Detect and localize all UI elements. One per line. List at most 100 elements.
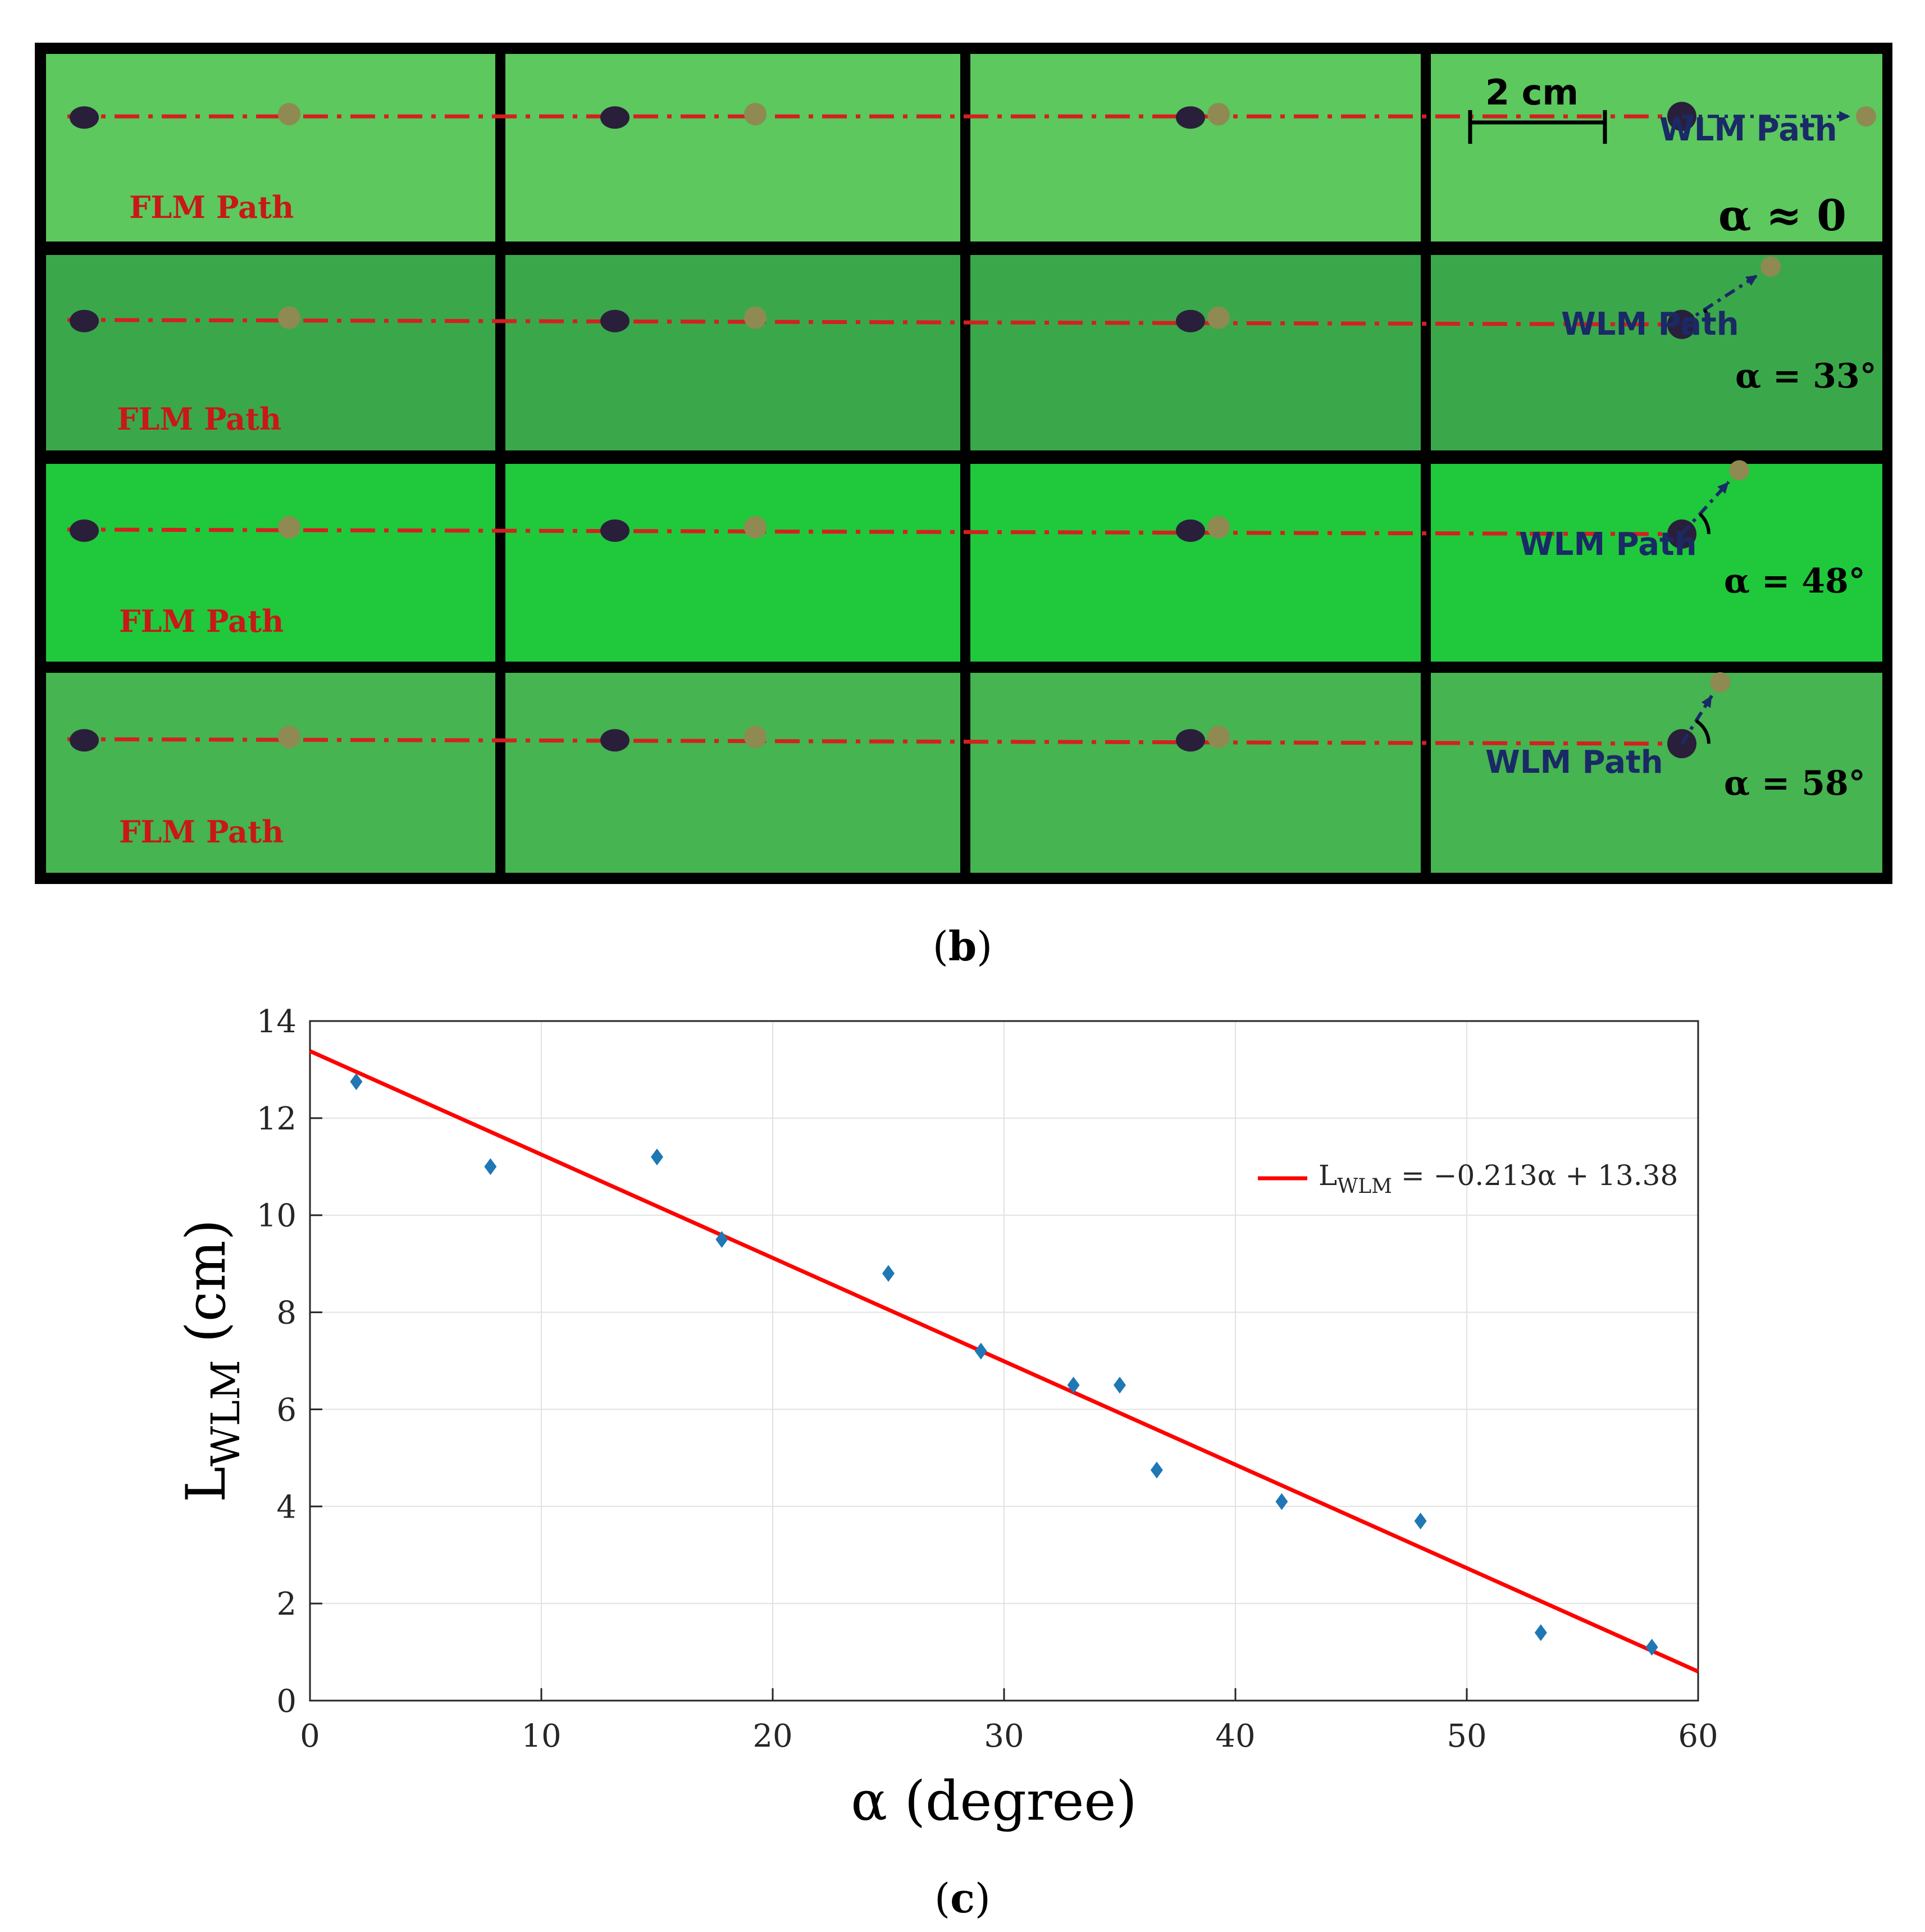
- data-point: [1275, 1493, 1288, 1510]
- marble-final: [1760, 256, 1781, 277]
- y-axis-title: LWLM (cm): [175, 1219, 249, 1502]
- photo-frame-cell: [505, 255, 960, 450]
- wlm-arrowhead: [1717, 482, 1729, 494]
- x-tick-label: 50: [1447, 1718, 1486, 1755]
- photo-frame-cell: [46, 464, 495, 662]
- y-tick-label: 10: [257, 1198, 296, 1234]
- photo-frame-cell: [46, 54, 495, 241]
- marble: [1207, 103, 1230, 126]
- alpha-label: α = 33°: [1735, 357, 1877, 396]
- droplet: [1176, 309, 1205, 332]
- flm-path-line: [67, 737, 1680, 746]
- flm-path-line: [67, 527, 1680, 536]
- data-point: [484, 1158, 497, 1175]
- droplet: [70, 106, 99, 129]
- photo-panel-b: FLM Path WLM Path α ≈ 0 FLM Path WLM Path α =…: [35, 43, 1892, 884]
- photo-frame-cell: [1431, 255, 1882, 450]
- photo-frame-cell: [46, 673, 495, 873]
- flm-path-line: [67, 318, 1680, 327]
- marble: [278, 726, 300, 749]
- y-tick-label: 14: [257, 1004, 296, 1040]
- data-point: [1414, 1512, 1427, 1530]
- marble: [744, 516, 767, 539]
- alpha-label: α ≈ 0: [1718, 190, 1846, 240]
- alpha-label: α = 48°: [1724, 562, 1865, 601]
- marble-final: [1710, 672, 1731, 692]
- wlm-path-label: WLM Path: [1659, 112, 1837, 148]
- x-tick-label: 40: [1215, 1718, 1255, 1755]
- data-point: [350, 1073, 363, 1091]
- scale-bar-label: 2 cm: [1485, 72, 1579, 113]
- wlm-path-label: WLM Path: [1519, 526, 1697, 563]
- marble: [744, 306, 767, 329]
- wlm-path-label: WLM Path: [1485, 744, 1663, 781]
- x-axis-title: α (degree): [851, 1770, 1137, 1833]
- data-point: [1067, 1377, 1080, 1394]
- droplet: [600, 519, 629, 542]
- data-point: [1645, 1638, 1658, 1656]
- legend-label: LWLM = −0.213α + 13.38: [1319, 1159, 1678, 1198]
- data-point: [1114, 1377, 1126, 1394]
- photo-frame-cell: [505, 673, 960, 873]
- marble: [278, 516, 300, 539]
- photo-frame-cell: [1431, 673, 1882, 873]
- alpha-label: α = 58°: [1724, 764, 1865, 803]
- marble-final: [1856, 106, 1876, 127]
- droplet: [600, 309, 629, 332]
- photo-frame-cell: [970, 464, 1421, 662]
- alpha-angle-arc: [1699, 512, 1710, 535]
- x-tick-label: 60: [1678, 1718, 1718, 1755]
- y-tick-label: 4: [276, 1489, 296, 1525]
- droplet: [70, 729, 99, 752]
- x-tick-label: 0: [300, 1718, 320, 1755]
- marble: [1207, 726, 1230, 749]
- axis-ticks: 0 10 20 30 40 50 60 0 2 4 6 8 10 12 14: [257, 1004, 1718, 1755]
- data-point: [974, 1342, 987, 1360]
- wlm-arrowhead: [1701, 695, 1712, 708]
- y-tick-label: 0: [276, 1683, 296, 1720]
- x-tick-label: 20: [752, 1718, 792, 1755]
- photo-frame-cell: [970, 255, 1421, 450]
- wlm-arrowhead: [1839, 111, 1850, 122]
- photo-frame-cell: [46, 255, 495, 450]
- data-point: [1534, 1624, 1547, 1641]
- flm-path-label: FLM Path: [119, 814, 284, 850]
- marble: [744, 726, 767, 749]
- y-tick-label: 8: [276, 1295, 296, 1332]
- marble: [744, 103, 767, 126]
- photo-frame-cell: [1431, 464, 1882, 662]
- flm-path-label: FLM Path: [129, 189, 294, 225]
- scatter-chart: 0 10 20 30 40 50 60 0 2 4 6 8 10 12 14 LWLM = −0.213α …: [175, 1004, 1718, 1833]
- droplet: [1176, 519, 1205, 542]
- photo-frame-cell: [505, 54, 960, 241]
- droplet: [70, 309, 99, 332]
- flm-path-label: FLM Path: [119, 603, 284, 639]
- data-point: [1150, 1461, 1163, 1479]
- droplet: [1176, 106, 1205, 129]
- data-point: [651, 1149, 663, 1165]
- droplet: [1176, 729, 1205, 752]
- marble: [1207, 516, 1230, 539]
- marble: [1207, 306, 1230, 329]
- y-tick-label: 2: [276, 1586, 296, 1623]
- droplet: [600, 729, 629, 752]
- photo-frame-cell: [970, 54, 1421, 241]
- wlm-arrowhead: [1745, 275, 1758, 286]
- droplet: [600, 106, 629, 129]
- marble: [278, 306, 300, 329]
- x-tick-label: 30: [984, 1718, 1024, 1755]
- fit-line: [309, 1049, 1699, 1674]
- data-marks: [309, 1049, 1699, 1674]
- photo-frame-cell: [505, 464, 960, 662]
- wlm-path-line: [1680, 481, 1730, 535]
- droplet: [70, 519, 99, 542]
- y-tick-label: 12: [257, 1101, 296, 1137]
- caption-c: (c): [934, 1874, 991, 1922]
- caption-b: (b): [933, 922, 993, 970]
- y-tick-label: 6: [276, 1392, 296, 1428]
- legend: LWLM = −0.213α + 13.38: [1258, 1159, 1678, 1198]
- alpha-angle-arc: [1703, 308, 1710, 325]
- data-point: [882, 1265, 895, 1282]
- marble-final: [1729, 460, 1750, 481]
